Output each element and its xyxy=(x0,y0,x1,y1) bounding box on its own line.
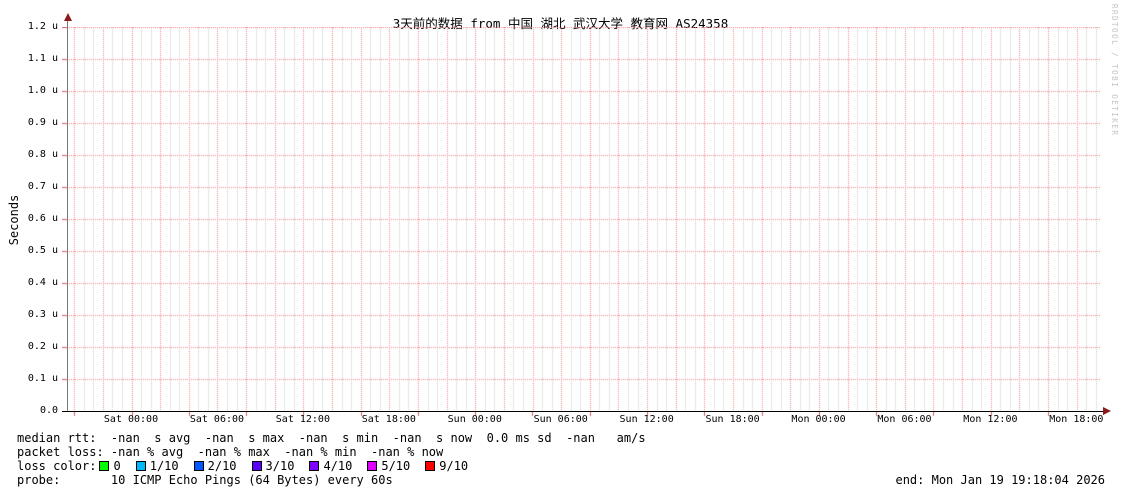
loss-color-swatch-icon xyxy=(309,461,320,471)
loss-color-row: loss color: 0 1/10 2/10 3/10 4/10 5/10 9/10 xyxy=(17,459,646,473)
loss-color-swatch-icon xyxy=(193,461,204,471)
y-tick-label: 1.2 u xyxy=(27,21,58,32)
y-tick-label: 0.8 u xyxy=(27,149,58,160)
y-tick-label: 0.9 u xyxy=(27,117,58,128)
x-tick-label: Mon 18:00 xyxy=(1049,414,1104,425)
y-axis-arrow-icon xyxy=(64,13,72,21)
y-tick-label: 0.6 u xyxy=(27,213,58,224)
loss-color-item: 9/10 xyxy=(425,459,468,473)
y-tick-label: 0.7 u xyxy=(27,181,58,192)
plot-grid xyxy=(62,27,1108,417)
x-tick-label: Sun 06:00 xyxy=(533,414,588,425)
y-axis-line xyxy=(67,20,68,411)
loss-color-value: 1/10 xyxy=(149,459,179,473)
median-rtt-line: median rtt: -nan s avg -nan s max -nan s… xyxy=(17,431,646,445)
x-tick-label: Sun 18:00 xyxy=(705,414,760,425)
loss-color-item: 0 xyxy=(99,459,121,473)
loss-color-value: 9/10 xyxy=(439,459,469,473)
rrdtool-watermark: RRDTOOL / TOBI OETIKER xyxy=(1110,4,1119,137)
y-tick-label: 1.0 u xyxy=(27,85,58,96)
y-tick-label: 0.1 u xyxy=(27,373,58,384)
x-axis-arrow-icon xyxy=(1103,407,1111,415)
x-axis-line xyxy=(62,411,1103,412)
x-tick-label: Mon 12:00 xyxy=(963,414,1018,425)
probe-line: probe: 10 ICMP Echo Pings (64 Bytes) eve… xyxy=(17,473,393,487)
loss-color-swatch-icon xyxy=(425,461,436,471)
x-tick-label: Sun 00:00 xyxy=(447,414,502,425)
end-timestamp: end: Mon Jan 19 19:18:04 2026 xyxy=(895,473,1105,487)
x-tick-label: Sat 06:00 xyxy=(189,414,245,425)
x-tick-label: Mon 06:00 xyxy=(877,414,932,425)
loss-color-item: 2/10 xyxy=(193,459,237,473)
x-tick-label: Sat 18:00 xyxy=(361,414,416,425)
x-tick-label: Sat 00:00 xyxy=(103,414,159,425)
loss-color-swatch-icon xyxy=(99,461,110,471)
loss-color-items: 0 1/10 2/10 3/10 4/10 5/10 9/10 xyxy=(99,459,483,473)
loss-color-value: 3/10 xyxy=(265,459,295,473)
y-tick-label: 0.0 xyxy=(39,405,58,416)
loss-color-value: 5/10 xyxy=(381,459,411,473)
x-tick-label: Sun 12:00 xyxy=(619,414,674,425)
legend-block: median rtt: -nan s avg -nan s max -nan s… xyxy=(17,431,646,487)
loss-color-item: 1/10 xyxy=(135,459,179,473)
y-tick-label: 1.1 u xyxy=(27,53,58,64)
y-tick-label: 0.3 u xyxy=(27,309,58,320)
y-tick-label: 0.4 u xyxy=(27,277,58,288)
y-tick-label: 0.5 u xyxy=(27,245,58,256)
loss-color-item: 5/10 xyxy=(367,459,410,473)
y-tick-label: 0.2 u xyxy=(27,341,58,352)
loss-color-item: 4/10 xyxy=(309,459,352,473)
loss-color-value: 4/10 xyxy=(323,459,353,473)
loss-color-value: 0 xyxy=(113,459,121,473)
x-tick-label: Mon 00:00 xyxy=(791,414,846,425)
loss-color-swatch-icon xyxy=(367,461,378,471)
loss-color-label: loss color: xyxy=(17,459,97,473)
loss-color-swatch-icon xyxy=(251,461,262,471)
loss-color-value: 2/10 xyxy=(207,459,237,473)
x-tick-label: Sat 12:00 xyxy=(275,414,330,425)
loss-color-swatch-icon xyxy=(135,461,146,471)
loss-color-item: 3/10 xyxy=(251,459,295,473)
packet-loss-line: packet loss: -nan % avg -nan % max -nan … xyxy=(17,445,444,459)
